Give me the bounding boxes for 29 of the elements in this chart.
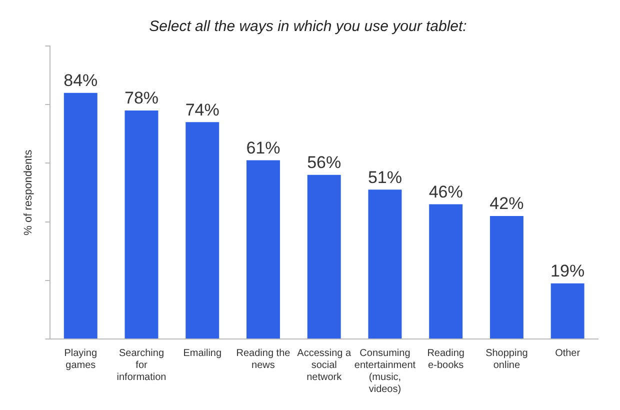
bar bbox=[307, 174, 341, 338]
data-label: 46% bbox=[428, 182, 463, 202]
data-label: 56% bbox=[307, 153, 342, 172]
bar bbox=[550, 283, 584, 338]
bar bbox=[490, 216, 524, 338]
data-label: 19% bbox=[550, 262, 585, 281]
data-label: 84% bbox=[64, 71, 98, 90]
chart-title: Select all the ways in which you use your tablet: bbox=[149, 18, 467, 36]
data-label: 61% bbox=[246, 138, 280, 158]
y-axis-title: % of respondents bbox=[22, 149, 35, 236]
data-label: 42% bbox=[490, 194, 524, 214]
x-tick-label: Consuming entertainment (music, videos) bbox=[354, 348, 416, 395]
x-tick-label: Searching for information bbox=[116, 348, 166, 383]
bar bbox=[368, 190, 402, 338]
bar bbox=[429, 204, 463, 338]
data-label: 74% bbox=[185, 100, 220, 120]
data-label: 78% bbox=[124, 88, 159, 108]
x-tick-label: Reading e-books bbox=[427, 348, 464, 371]
x-tick-label: Playing games bbox=[64, 348, 98, 371]
x-tick-label: Emailing bbox=[183, 348, 222, 359]
x-tick-label: Shopping online bbox=[486, 348, 528, 371]
x-tick-label: Other bbox=[555, 348, 581, 359]
bar bbox=[186, 122, 220, 338]
bar bbox=[124, 110, 158, 338]
bar bbox=[246, 160, 280, 338]
data-label: 51% bbox=[368, 168, 402, 187]
x-tick-label: Reading the news bbox=[236, 348, 291, 371]
bar bbox=[64, 92, 98, 338]
x-tick-label: Accessing a social network bbox=[297, 348, 352, 383]
